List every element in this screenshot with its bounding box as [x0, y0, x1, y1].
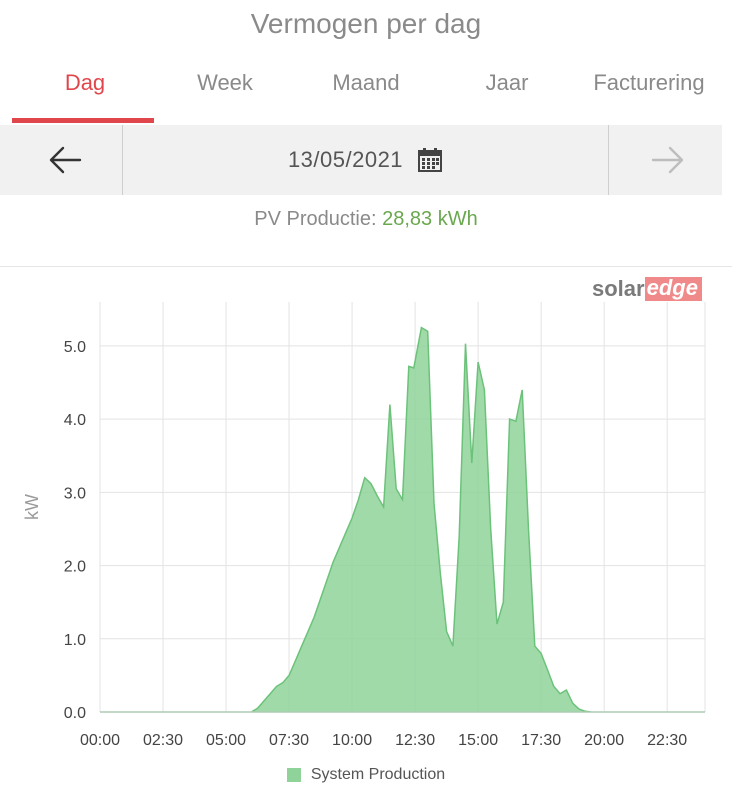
x-tick-label: 02:30: [143, 732, 183, 749]
x-tick-label: 00:00: [80, 732, 120, 749]
tab-maand[interactable]: Maand: [332, 70, 400, 95]
previous-day-button[interactable]: [0, 125, 123, 195]
series-area-0: [100, 326, 705, 713]
tab-week[interactable]: Week: [197, 70, 253, 95]
tab-dag[interactable]: Dag: [64, 70, 106, 95]
tab-jaar[interactable]: Jaar: [485, 70, 529, 95]
selected-date: 13/05/2021: [287, 147, 404, 172]
y-axis-label: kW: [22, 494, 42, 520]
production-summary: PV Productie: 28,83 kWh: [0, 208, 732, 231]
next-day-button[interactable]: [608, 125, 723, 195]
summary-value: 28,83 kWh: [382, 208, 478, 230]
period-tabs: Dag Week Maand Jaar Facturering: [0, 62, 732, 124]
logo-edge-text: edge: [644, 277, 702, 301]
arrow-right-icon: [651, 146, 684, 174]
divider: [0, 266, 732, 267]
summary-label: PV Productie:: [254, 208, 377, 230]
x-tick-label: 12:30: [395, 732, 435, 749]
page-title: Vermogen per dag: [250, 8, 482, 39]
x-tick-label: 20:00: [584, 732, 624, 749]
date-picker[interactable]: 13/05/2021: [123, 125, 608, 195]
y-tick-label: 2.0: [64, 559, 86, 576]
y-tick-label: 5.0: [64, 339, 86, 356]
y-tick-label: 0.0: [64, 705, 86, 722]
date-navigation-bar: 13/05/2021: [0, 125, 722, 195]
active-tab-indicator: [12, 118, 154, 123]
y-tick-label: 3.0: [64, 485, 86, 502]
arrow-left-icon: [49, 146, 82, 174]
x-tick-label: 22:30: [647, 732, 687, 749]
x-tick-label: 17:30: [521, 732, 561, 749]
x-tick-label: 10:00: [332, 732, 372, 749]
logo-solar-text: solar: [592, 276, 645, 301]
x-tick-label: 05:00: [206, 732, 246, 749]
solaredge-logo: solar edge: [592, 276, 702, 302]
calendar-icon: [418, 148, 443, 172]
legend-label: System Production: [310, 766, 446, 783]
chart-legend[interactable]: System Production: [0, 766, 732, 784]
x-tick-label: 07:30: [269, 732, 309, 749]
y-tick-label: 4.0: [64, 412, 86, 429]
y-tick-label: 1.0: [64, 632, 86, 649]
x-tick-label: 15:00: [458, 732, 498, 749]
legend-swatch: [286, 768, 301, 782]
production-chart: 0.0 1.0 2.0 3.0 4.0 5.0 00:00 02:30 05:00 07:30 10…: [22, 302, 706, 749]
tab-facturering[interactable]: Facturering: [593, 70, 705, 95]
